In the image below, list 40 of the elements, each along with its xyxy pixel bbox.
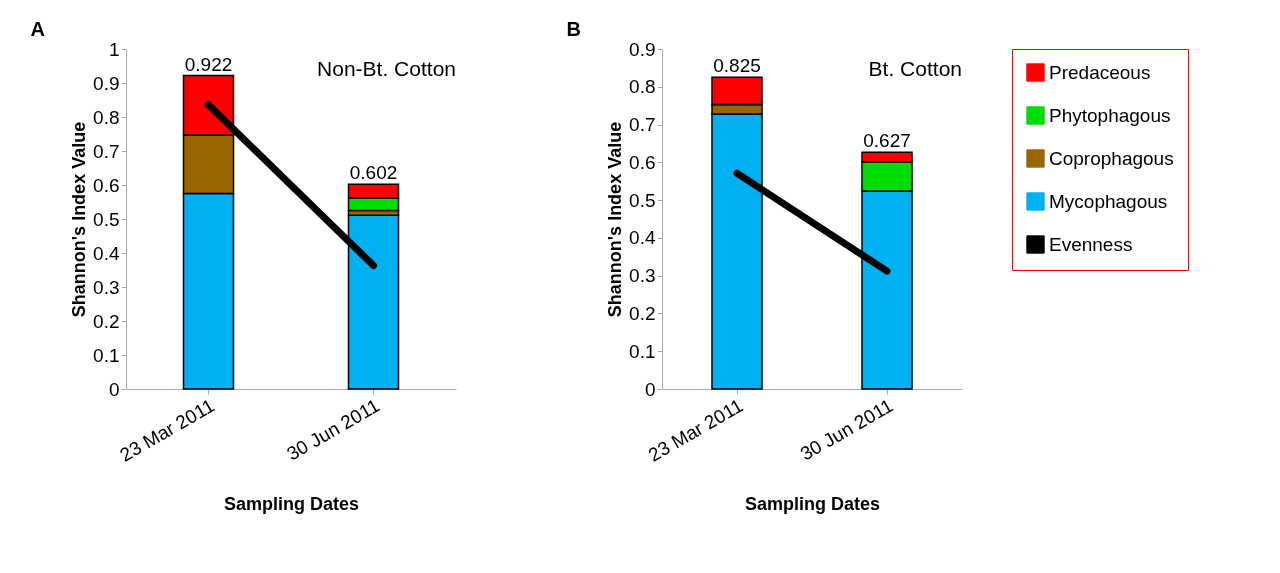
y-tick-label: 0 xyxy=(644,378,656,400)
y-tick-label: 0.8 xyxy=(629,76,656,98)
total-label: 0.825 xyxy=(713,55,761,77)
y-tick-label: 1 xyxy=(108,38,120,60)
y-tick-label: 0.4 xyxy=(629,227,656,249)
y-tick-label: 0.2 xyxy=(629,302,656,324)
total-label: 0.627 xyxy=(863,130,911,152)
x-tick-label: 30 Jun 2011 xyxy=(283,394,383,465)
y-tick-label: 0.1 xyxy=(93,344,120,366)
legend-label: Coprophagous xyxy=(1049,147,1174,169)
legend-label: Phytophagous xyxy=(1049,104,1171,126)
legend-label: Predaceous xyxy=(1049,61,1151,83)
y-tick-label: 0.8 xyxy=(93,106,120,128)
y-axis-title: Shannon's Index Value xyxy=(605,121,626,318)
y-axis-title: Shannon's Index Value xyxy=(69,121,90,318)
y-tick-label: 0.1 xyxy=(629,340,656,362)
total-label: 0.922 xyxy=(184,53,233,75)
y-tick-label: 0.2 xyxy=(93,310,120,332)
y-tick-label: 0.7 xyxy=(93,140,120,162)
x-tick-label: 30 Jun 2011 xyxy=(796,394,897,465)
annotation: Non-Bt. Cotton xyxy=(317,57,456,80)
annotation: Bt. Cotton xyxy=(868,57,962,80)
y-tick-label: 0.4 xyxy=(93,242,120,264)
x-axis-title: Sampling Dates xyxy=(223,493,360,514)
y-tick-label: 0.9 xyxy=(629,38,656,60)
legend-label: Mycophagous xyxy=(1049,190,1168,212)
y-tick-label: 0.3 xyxy=(93,276,120,298)
chart-title: B xyxy=(566,18,582,40)
y-tick-label: 0.3 xyxy=(629,265,656,287)
y-tick-label: 0.6 xyxy=(93,174,120,196)
y-tick-label: 0.7 xyxy=(629,114,656,136)
y-tick-label: 0.6 xyxy=(629,151,656,173)
chart-title: A xyxy=(30,18,46,40)
x-axis-title: Sampling Dates xyxy=(744,493,881,514)
y-tick-label: 0.5 xyxy=(93,208,120,230)
legend-label: Evenness xyxy=(1049,233,1133,255)
y-tick-label: 0.5 xyxy=(629,189,656,211)
y-tick-label: 0.9 xyxy=(93,72,120,94)
y-tick-label: 0 xyxy=(108,378,120,400)
total-label: 0.602 xyxy=(349,162,398,184)
